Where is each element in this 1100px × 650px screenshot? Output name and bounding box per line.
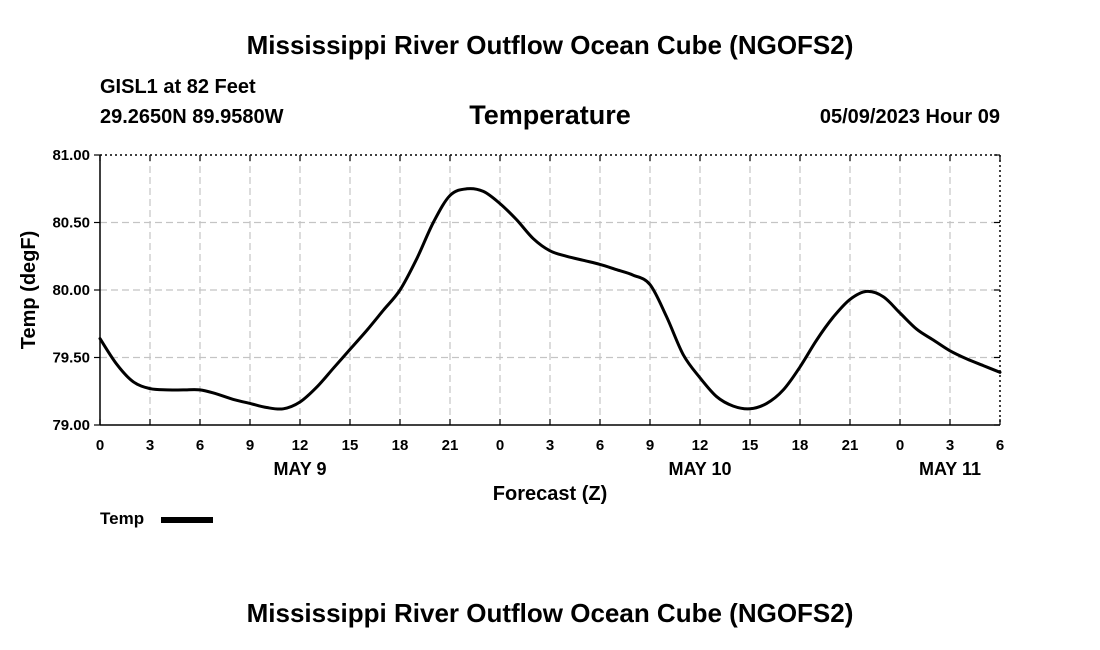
- footer-title: Mississippi River Outflow Ocean Cube (NG…: [246, 598, 854, 628]
- x-tick-label: 6: [996, 437, 1004, 454]
- forecast-datetime: 05/09/2023 Hour 09: [819, 106, 1000, 128]
- temp-series-line: [98, 187, 1002, 411]
- x-tick-label: 18: [392, 437, 409, 454]
- x-tick-label: 18: [792, 437, 809, 454]
- x-tick-label: 0: [896, 437, 904, 454]
- station-label: GISL1 at 82 Feet: [100, 76, 256, 98]
- y-tick-label: 79.00: [52, 417, 90, 434]
- x-tick-label: 15: [342, 437, 359, 454]
- date-label: MAY 9: [273, 459, 326, 479]
- x-tick-label: 15: [742, 437, 759, 454]
- x-tick-label: 3: [546, 437, 554, 454]
- parameter-title: Temperature: [469, 100, 631, 130]
- x-tick-label: 12: [692, 437, 709, 454]
- y-tick-label: 80.00: [52, 282, 90, 299]
- y-tick-label: 79.50: [52, 350, 90, 367]
- legend-label: Temp: [100, 509, 145, 528]
- legend-line-swatch: [161, 517, 213, 523]
- x-tick-label: 0: [496, 437, 504, 454]
- x-axis-title: Forecast (Z): [493, 483, 607, 505]
- x-tick-label: 12: [292, 437, 309, 454]
- x-tick-label: 6: [196, 437, 204, 454]
- station-coordinates: 29.2650N 89.9580W: [100, 106, 284, 128]
- x-tick-label: 0: [96, 437, 104, 454]
- y-tick-label: 80.50: [52, 215, 90, 232]
- x-tick-label: 9: [646, 437, 654, 454]
- x-tick-label: 3: [946, 437, 954, 454]
- x-tick-label: 21: [442, 437, 459, 454]
- chart-main-title: Mississippi River Outflow Ocean Cube (NG…: [246, 30, 854, 60]
- x-tick-label: 21: [842, 437, 859, 454]
- y-axis-title: Temp (degF): [18, 231, 40, 350]
- x-tick-label: 3: [146, 437, 154, 454]
- x-tick-label: 6: [596, 437, 604, 454]
- date-label: MAY 11: [919, 459, 981, 479]
- date-label: MAY 10: [668, 459, 731, 479]
- x-tick-label: 9: [246, 437, 254, 454]
- y-tick-label: 81.00: [52, 147, 90, 164]
